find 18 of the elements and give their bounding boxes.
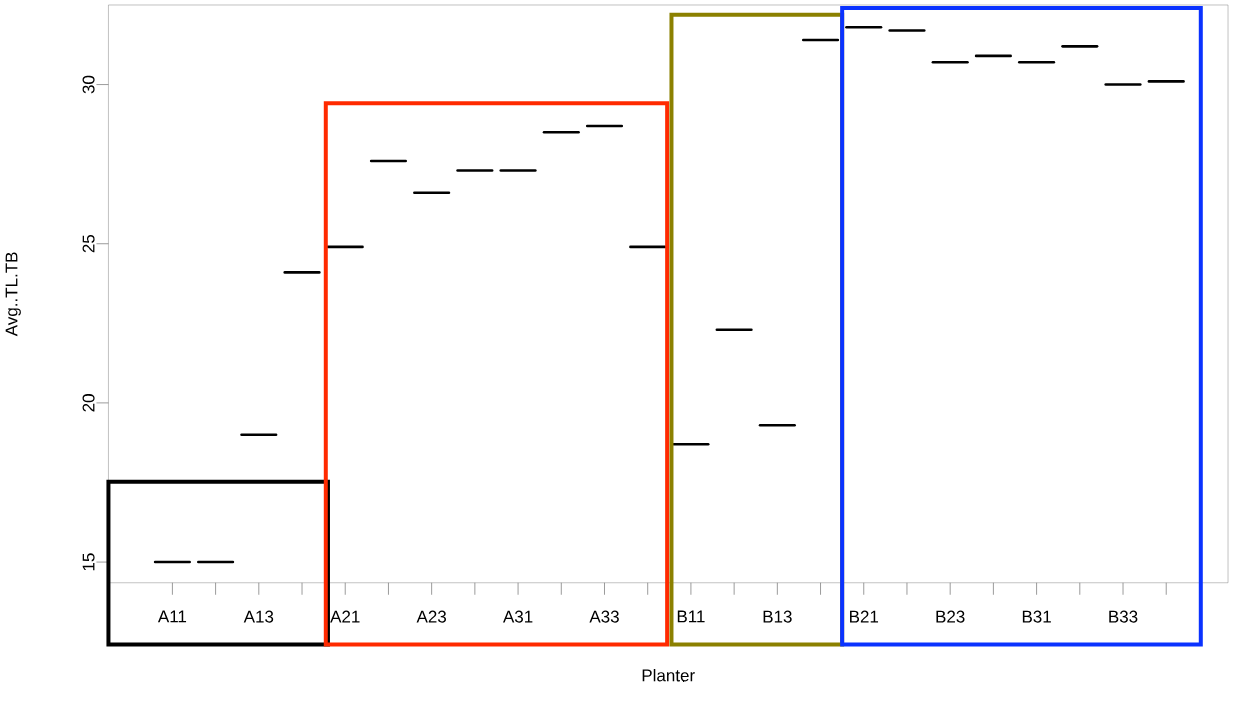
y-axis-title: Avg..TL.TB — [5, 252, 21, 337]
x-tick-label: A11 — [157, 610, 187, 623]
y-tick-label: 25 — [82, 235, 95, 253]
y-tick-label: 20 — [82, 394, 95, 412]
x-tick-label: A21 — [330, 610, 360, 623]
x-tick-label: A23 — [416, 610, 447, 623]
x-tick-label: B33 — [1109, 610, 1138, 623]
x-tick-label: B21 — [850, 610, 879, 623]
x-tick-label: A13 — [243, 610, 274, 623]
x-tick-label: A31 — [502, 610, 533, 623]
y-tick-label: 30 — [82, 75, 95, 94]
x-tick-label: B23 — [936, 610, 965, 623]
y-tick-label: 15 — [82, 553, 95, 571]
x-tick-label: B31 — [1022, 610, 1051, 623]
x-tick-label: B11 — [677, 610, 705, 623]
x-tick-label: A33 — [589, 610, 619, 623]
x-tick-label: B13 — [763, 610, 792, 623]
x-axis-title: Planter — [642, 669, 695, 682]
